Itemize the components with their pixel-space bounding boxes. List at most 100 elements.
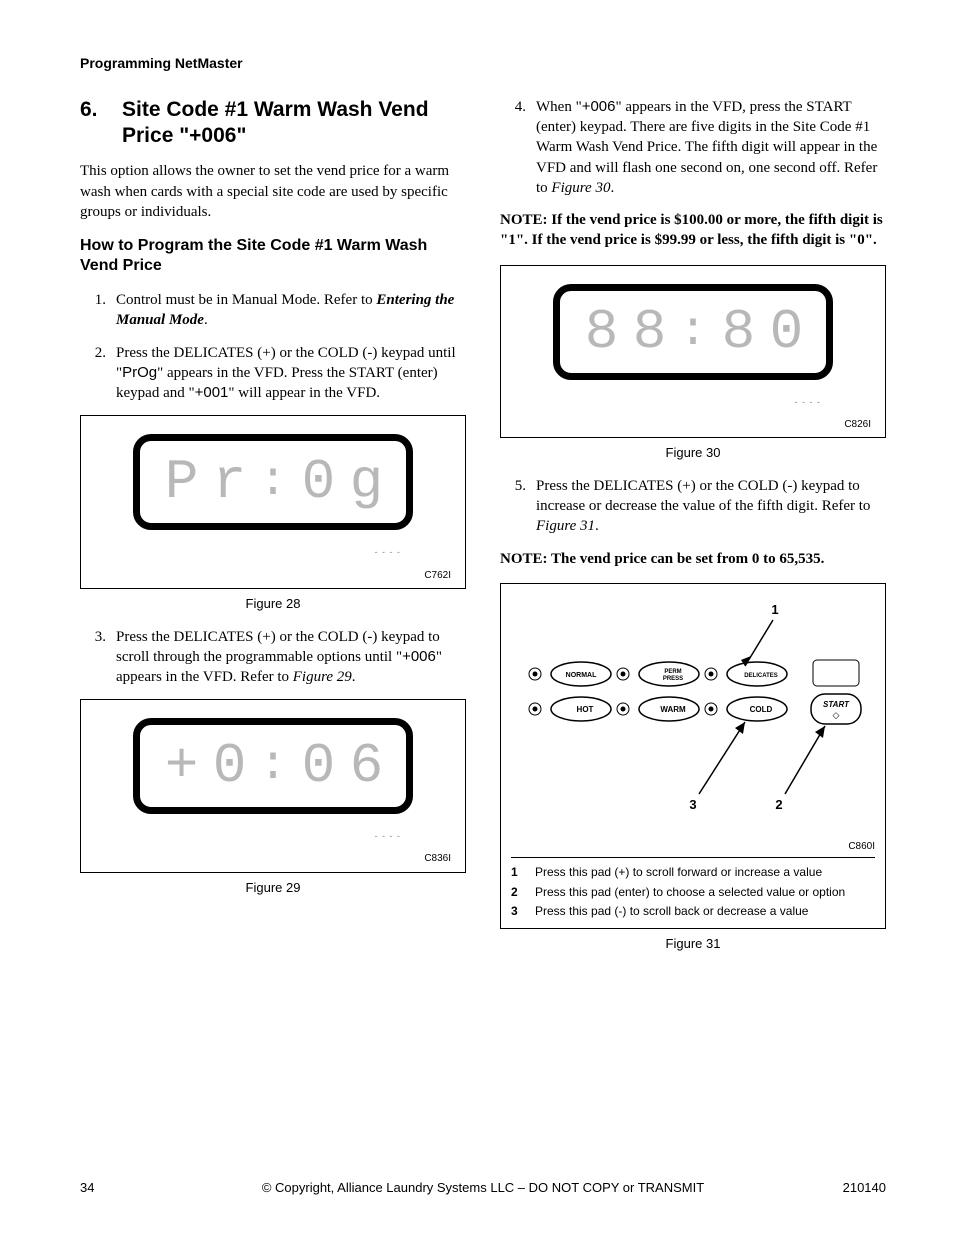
perm-press-button: PERMPRESS bbox=[639, 662, 699, 686]
colon: : bbox=[679, 308, 708, 356]
figure-30-caption: Figure 30 bbox=[500, 444, 886, 462]
svg-text:PRESS: PRESS bbox=[663, 676, 683, 682]
code-text: PrOg bbox=[122, 364, 157, 381]
dash-indicator: - - - - bbox=[95, 546, 401, 558]
step-number: 4. bbox=[500, 97, 536, 198]
step-text: Control must be in Manual Mode. Refer to bbox=[116, 292, 376, 308]
page-header: Programming NetMaster bbox=[80, 54, 886, 73]
legend-key: 3 bbox=[511, 903, 535, 919]
step-text: Press the DELICATES (+) or the COLD (-) … bbox=[116, 629, 440, 665]
code-text: +006 bbox=[402, 648, 436, 665]
figure-29-box: + 0 : 0 6 - - - - C836I bbox=[80, 699, 466, 873]
figure-30-box: 8 8 : 8 0 - - - - C826I bbox=[500, 265, 886, 439]
svg-text:START: START bbox=[823, 700, 850, 709]
figure-29-caption: Figure 29 bbox=[80, 879, 466, 897]
code-text: +006 bbox=[582, 98, 616, 115]
vfd-display: 8 8 : 8 0 bbox=[553, 284, 833, 380]
led-icon bbox=[617, 703, 629, 715]
digit: 0 bbox=[299, 454, 335, 510]
figure-31-caption: Figure 31 bbox=[500, 935, 886, 953]
figure-id: C826I bbox=[515, 418, 871, 432]
step-number: 3. bbox=[80, 627, 116, 688]
section-heading: 6. Site Code #1 Warm Wash Vend Price "+0… bbox=[80, 97, 466, 150]
led-icon bbox=[529, 703, 541, 715]
hot-button: HOT bbox=[551, 697, 611, 721]
led-icon bbox=[617, 668, 629, 680]
callout-2-label: 2 bbox=[775, 797, 782, 812]
figure-28-box: P r : 0 g - - - - C762I bbox=[80, 415, 466, 589]
keypad-legend: 1Press this pad (+) to scroll forward or… bbox=[511, 857, 875, 919]
start-button: START◇ bbox=[811, 694, 861, 724]
led-icon bbox=[705, 703, 717, 715]
step-3: 3. Press the DELICATES (+) or the COLD (… bbox=[80, 627, 466, 688]
figure-ref: Figure 31 bbox=[536, 518, 595, 534]
legend-value: Press this pad (enter) to choose a selec… bbox=[535, 884, 875, 900]
keypad-diagram: 1 NORMAL PERMPRESS DELICATES HOT WARM bbox=[511, 594, 875, 834]
digit: 0 bbox=[767, 304, 803, 360]
step-1: 1. Control must be in Manual Mode. Refer… bbox=[80, 290, 466, 331]
right-column: 4. When "+006" appears in the VFD, press… bbox=[500, 97, 886, 967]
figure-id: C836I bbox=[95, 852, 451, 866]
figure-id: C860I bbox=[511, 840, 875, 854]
step-number: 5. bbox=[500, 476, 536, 537]
display-outline bbox=[813, 660, 859, 686]
digit: 6 bbox=[347, 738, 383, 794]
step-5: 5. Press the DELICATES (+) or the COLD (… bbox=[500, 476, 886, 537]
step-number: 1. bbox=[80, 290, 116, 331]
figure-id: C762I bbox=[95, 569, 451, 583]
page-footer: 34 © Copyright, Alliance Laundry Systems… bbox=[80, 1179, 886, 1197]
normal-button: NORMAL bbox=[551, 662, 611, 686]
step-2: 2. Press the DELICATES (+) or the COLD (… bbox=[80, 343, 466, 404]
section-number: 6. bbox=[80, 97, 122, 150]
svg-text:WARM: WARM bbox=[660, 705, 686, 714]
legend-key: 1 bbox=[511, 864, 535, 880]
dash-indicator: - - - - bbox=[515, 396, 821, 408]
left-column: 6. Site Code #1 Warm Wash Vend Price "+0… bbox=[80, 97, 466, 967]
copyright-text: © Copyright, Alliance Laundry Systems LL… bbox=[80, 1179, 886, 1197]
digit: 8 bbox=[631, 304, 667, 360]
digit: 8 bbox=[719, 304, 755, 360]
digit: + bbox=[163, 738, 199, 794]
digit: g bbox=[347, 454, 383, 510]
digit: 0 bbox=[299, 738, 335, 794]
callout-3-label: 3 bbox=[689, 797, 696, 812]
colon: : bbox=[259, 458, 288, 506]
section-title-text: Site Code #1 Warm Wash Vend Price "+006" bbox=[122, 97, 466, 150]
svg-text:◇: ◇ bbox=[833, 710, 840, 720]
legend-value: Press this pad (-) to scroll back or dec… bbox=[535, 903, 875, 919]
note-2: NOTE: The vend price can be set from 0 t… bbox=[500, 549, 886, 569]
figure-28-caption: Figure 28 bbox=[80, 595, 466, 613]
svg-text:NORMAL: NORMAL bbox=[566, 672, 597, 679]
code-text: +001 bbox=[195, 384, 229, 401]
step-text: When " bbox=[536, 99, 582, 115]
step-4: 4. When "+006" appears in the VFD, press… bbox=[500, 97, 886, 198]
dash-indicator: - - - - bbox=[95, 830, 401, 842]
figure-31-box: 1 NORMAL PERMPRESS DELICATES HOT WARM bbox=[500, 583, 886, 929]
section-intro: This option allows the owner to set the … bbox=[80, 161, 466, 222]
svg-text:DELICATES: DELICATES bbox=[744, 673, 778, 679]
cold-button: COLD bbox=[727, 697, 787, 721]
svg-text:PERM: PERM bbox=[664, 669, 681, 675]
callout-1-label: 1 bbox=[771, 602, 778, 617]
vfd-display: P r : 0 g bbox=[133, 434, 413, 530]
led-icon bbox=[705, 668, 717, 680]
digit: P bbox=[163, 454, 199, 510]
delicates-button: DELICATES bbox=[727, 662, 787, 686]
step-number: 2. bbox=[80, 343, 116, 404]
vfd-display: + 0 : 0 6 bbox=[133, 718, 413, 814]
svg-text:HOT: HOT bbox=[577, 705, 594, 714]
digit: 0 bbox=[211, 738, 247, 794]
led-icon bbox=[529, 668, 541, 680]
subsection-heading: How to Program the Site Code #1 Warm Was… bbox=[80, 236, 466, 276]
colon: : bbox=[259, 742, 288, 790]
figure-ref: Figure 29 bbox=[293, 669, 352, 685]
digit: 8 bbox=[583, 304, 619, 360]
note-1: NOTE: If the vend price is $100.00 or mo… bbox=[500, 210, 886, 251]
legend-value: Press this pad (+) to scroll forward or … bbox=[535, 864, 875, 880]
digit: r bbox=[211, 454, 247, 510]
svg-text:COLD: COLD bbox=[750, 705, 773, 714]
warm-button: WARM bbox=[639, 697, 699, 721]
legend-key: 2 bbox=[511, 884, 535, 900]
step-text: Press the DELICATES (+) or the COLD (-) … bbox=[536, 478, 870, 514]
figure-ref: Figure 30 bbox=[551, 180, 610, 196]
